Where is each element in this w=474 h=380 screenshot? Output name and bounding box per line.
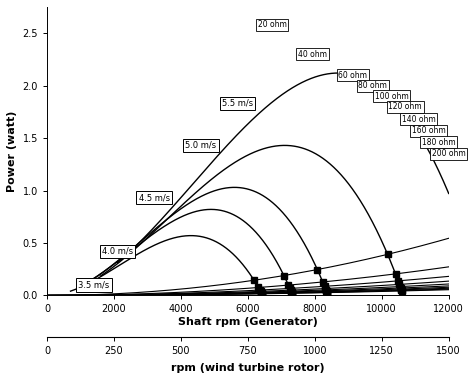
Text: 80 ohm: 80 ohm <box>358 81 387 90</box>
Text: 4.0 m/s: 4.0 m/s <box>102 247 133 256</box>
Text: 160 ohm: 160 ohm <box>412 126 446 135</box>
Text: 120 ohm: 120 ohm <box>388 102 422 111</box>
Text: 40 ohm: 40 ohm <box>298 50 327 59</box>
Text: 200 ohm: 200 ohm <box>432 149 465 158</box>
Text: 5.0 m/s: 5.0 m/s <box>185 141 217 150</box>
Text: 4.5 m/s: 4.5 m/s <box>138 193 170 203</box>
Text: 5.5 m/s: 5.5 m/s <box>222 99 253 108</box>
Text: 100 ohm: 100 ohm <box>375 92 409 101</box>
Text: 20 ohm: 20 ohm <box>258 20 287 29</box>
X-axis label: rpm (wind turbine rotor): rpm (wind turbine rotor) <box>171 363 325 373</box>
Text: 180 ohm: 180 ohm <box>422 138 456 147</box>
Text: 140 ohm: 140 ohm <box>402 115 436 124</box>
Text: 60 ohm: 60 ohm <box>338 71 367 80</box>
Y-axis label: Power (watt): Power (watt) <box>7 111 17 192</box>
X-axis label: Shaft rpm (Generator): Shaft rpm (Generator) <box>178 317 318 327</box>
Text: 3.5 m/s: 3.5 m/s <box>78 280 109 290</box>
